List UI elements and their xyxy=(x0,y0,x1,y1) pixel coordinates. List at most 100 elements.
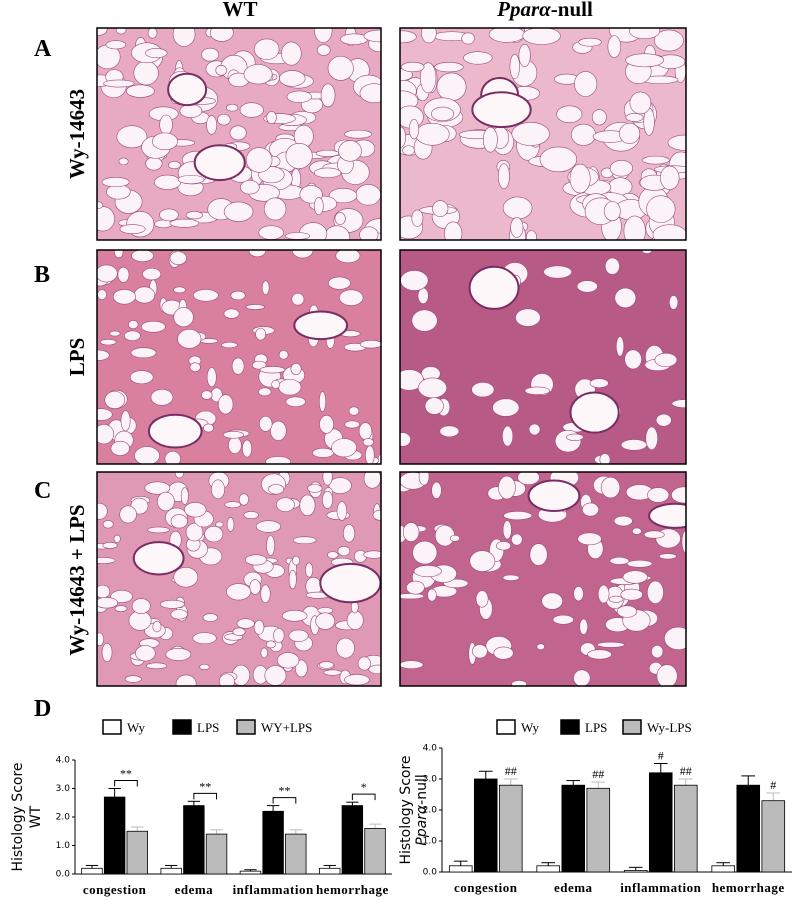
alveolus xyxy=(645,426,659,450)
alveolus xyxy=(228,436,242,454)
legend-label: WY+LPS xyxy=(261,720,312,735)
alveolus xyxy=(344,420,360,429)
alveolus xyxy=(344,129,373,139)
alveolus xyxy=(348,406,360,416)
alveolus xyxy=(152,620,162,633)
panel-label: B xyxy=(34,262,50,288)
alveolus xyxy=(334,212,346,225)
alveolus xyxy=(658,553,677,560)
alveolus xyxy=(239,102,264,118)
alveolus xyxy=(431,106,455,122)
alveolus xyxy=(363,29,381,43)
bar xyxy=(341,805,364,875)
alveolus xyxy=(135,645,156,662)
image-border xyxy=(96,471,382,687)
alveolus xyxy=(245,147,273,173)
alveolus xyxy=(209,28,234,42)
airway xyxy=(147,413,203,449)
alveolus xyxy=(230,290,246,301)
alveolus xyxy=(554,429,582,453)
alveolus xyxy=(614,287,637,309)
alveolus xyxy=(146,662,167,670)
alveolus xyxy=(102,542,118,549)
alveolus xyxy=(150,389,174,406)
alveolus xyxy=(654,352,678,368)
alveolus xyxy=(328,188,358,204)
y-axis-label-italic: Pparα xyxy=(414,804,430,846)
alveolus xyxy=(140,320,166,333)
alveolus xyxy=(327,276,351,290)
legend-swatch xyxy=(622,719,642,735)
alveolus xyxy=(206,115,218,135)
alveolus xyxy=(368,664,381,675)
alveolus xyxy=(114,605,128,613)
alveolus xyxy=(253,38,280,60)
alveolus xyxy=(344,674,370,686)
alveolus xyxy=(327,551,339,559)
alveolus xyxy=(338,140,362,162)
alveolus xyxy=(288,629,309,642)
alveolus xyxy=(129,370,154,385)
alveolus xyxy=(238,493,249,506)
panel-label: C xyxy=(34,478,51,504)
alveolus xyxy=(436,72,467,102)
legend-label: Wy xyxy=(521,720,539,735)
alveolus xyxy=(133,286,156,304)
alveolus xyxy=(337,545,351,557)
alveolus xyxy=(119,224,146,234)
alveolus xyxy=(173,286,186,294)
significance-mark: ** xyxy=(120,767,132,781)
alveolus xyxy=(497,163,510,190)
alveolus xyxy=(359,83,381,104)
alveolus xyxy=(144,481,171,495)
alveolus xyxy=(316,44,331,56)
alveolus xyxy=(189,362,201,372)
alveolus xyxy=(355,184,381,206)
alveolus xyxy=(339,289,364,306)
bar xyxy=(239,870,262,875)
alveolus xyxy=(115,28,127,35)
alveolus xyxy=(518,44,531,68)
alveolus xyxy=(475,590,489,608)
alveolus xyxy=(131,598,151,614)
alveolus xyxy=(402,145,415,156)
alveolus xyxy=(204,526,224,543)
bracket xyxy=(351,793,376,801)
significance-mark: # xyxy=(770,778,776,792)
alveolus xyxy=(526,230,537,240)
alveolus xyxy=(631,527,642,535)
bar xyxy=(205,833,228,875)
legend-label: Wy-LPS xyxy=(647,720,692,735)
alveolus xyxy=(217,113,231,126)
alveolus xyxy=(503,511,533,521)
bar xyxy=(285,833,307,875)
alveolus xyxy=(285,232,311,240)
alveolus xyxy=(522,28,561,45)
alveolus xyxy=(113,534,121,543)
alveolus xyxy=(604,257,620,275)
significance-mark: ## xyxy=(505,764,517,778)
alveolus xyxy=(412,540,438,565)
alveolus xyxy=(223,201,254,222)
legend-swatch xyxy=(560,719,580,735)
alveolus xyxy=(322,472,333,486)
alveolus xyxy=(622,570,648,584)
alveolus xyxy=(259,366,286,374)
legend-swatch xyxy=(102,719,122,735)
alveolus xyxy=(172,28,196,47)
bar xyxy=(711,865,735,873)
alveolus xyxy=(656,664,678,686)
alveolus xyxy=(104,391,126,409)
alveolus xyxy=(118,157,129,166)
alveolus xyxy=(127,320,139,330)
alveolus xyxy=(357,656,371,671)
airway xyxy=(167,72,208,107)
alveolus xyxy=(668,295,679,310)
alveolus xyxy=(125,84,155,98)
alveolus xyxy=(419,62,437,94)
alveolus xyxy=(424,397,444,415)
alveolus xyxy=(609,159,633,177)
alveolus xyxy=(218,673,235,686)
alveolus xyxy=(331,438,357,458)
row-label: Wy-14643 xyxy=(65,89,89,179)
